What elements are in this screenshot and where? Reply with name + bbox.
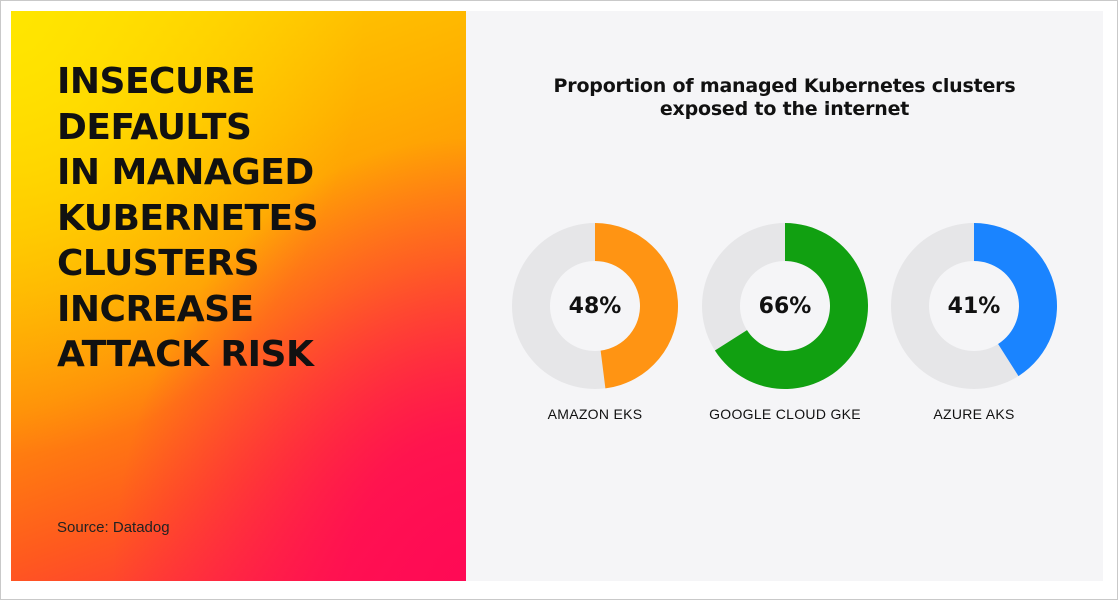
headline: INSECURE DEFAULTS IN MANAGED KUBERNETES … [57,61,319,375]
chart-panel: Proportion of managed Kubernetes cluster… [466,11,1103,581]
donut-svg-amazon-eks [512,223,678,389]
headline-panel: INSECURE DEFAULTS IN MANAGED KUBERNETES … [11,11,466,581]
source-note: Source: Datadog [57,519,170,536]
donut-value-label: 66% [758,293,812,319]
donut-arc-amazon-eks [595,223,678,389]
category-label-google-cloud-gke: GOOGLE CLOUD GKE [709,406,861,422]
donut-chart-azure-aks: 41% [891,223,1057,389]
category-label-azure-aks: AZURE AKS [933,406,1015,422]
donut-chart-amazon-eks: 48% [512,223,678,389]
chart-title: Proportion of managed Kubernetes cluster… [553,75,1016,120]
donut-svg-azure-aks [891,223,1057,389]
donut-chart-google-cloud-gke: 66% [702,223,868,389]
category-label-amazon-eks: AMAZON EKS [547,406,643,422]
donut-value-label: 41% [947,293,1001,319]
donut-value-label: 48% [568,293,622,319]
donut-arc-azure-aks [974,223,1057,377]
donut-arc-google-cloud-gke [714,223,868,389]
donut-svg-google-cloud-gke [702,223,868,389]
